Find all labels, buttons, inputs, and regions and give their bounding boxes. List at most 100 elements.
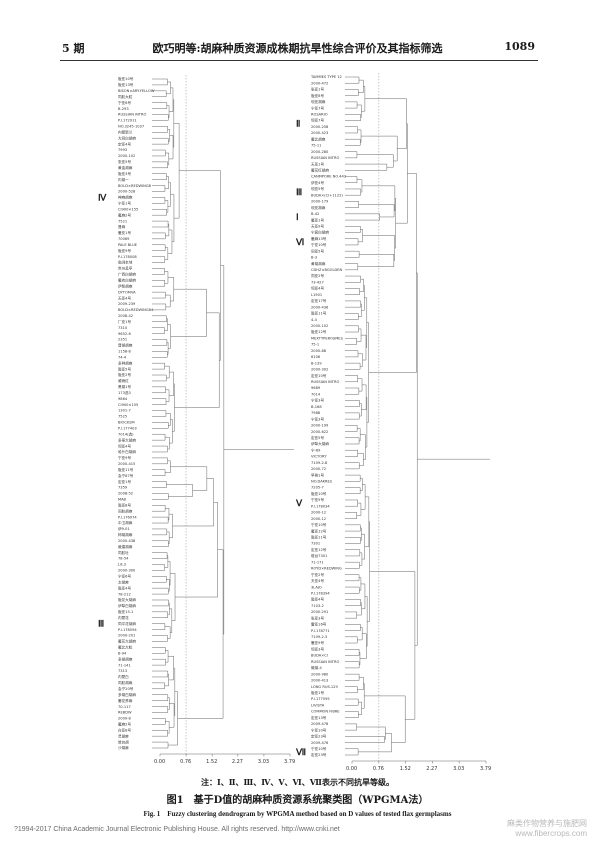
leaf-label: 2000-980 bbox=[311, 672, 329, 676]
leaf-label: 宁亚5号 bbox=[311, 497, 324, 502]
leaf-label: 定亚5号 bbox=[311, 435, 324, 440]
leaf-label: 宁亚3号 bbox=[311, 398, 324, 403]
leaf-label: 雁北胡麻 bbox=[311, 136, 326, 141]
leaf-label: 陇亚8号 bbox=[118, 502, 131, 507]
leaf-label: 会宁87号 bbox=[118, 473, 134, 478]
leaf-label: 78-212 bbox=[118, 592, 131, 596]
leaf-label: 2000-201 bbox=[118, 634, 135, 638]
leaf-label: 同平花胡麻 bbox=[118, 621, 136, 626]
leaf-label: 白亚8号 bbox=[118, 727, 131, 732]
leaf-label: TAMMES TYPE 12 bbox=[310, 75, 342, 79]
leaf-label: 陇亚12号 bbox=[311, 329, 327, 334]
leaf-label: 1301-7 bbox=[118, 409, 131, 413]
leaf-label: 陇亚9号 bbox=[118, 248, 131, 253]
leaf-label: 75-11 bbox=[311, 144, 321, 148]
leaf-label: B-139 bbox=[311, 361, 322, 365]
leaf-label: 173选3 bbox=[118, 390, 131, 395]
leaf-label: 多胡白胡麻 bbox=[118, 692, 136, 697]
leaf-label: 黄金胡麻 bbox=[118, 165, 133, 170]
leaf-label: 陇亚8号 bbox=[311, 93, 324, 98]
leaf-label: 沙胡麻 bbox=[118, 745, 129, 750]
leaf-label: 2351 bbox=[118, 338, 127, 342]
leaf-label: 天亚4号 bbox=[118, 295, 131, 300]
leaf-label: 贵州孟亭 bbox=[118, 266, 133, 271]
cluster-group-label: Ⅶ bbox=[295, 747, 306, 757]
leaf-label: 多种胡麻 bbox=[118, 360, 133, 365]
leaf-label: 同胶吐 bbox=[118, 550, 129, 555]
leaf-label: DYTOMVA bbox=[118, 290, 136, 294]
leaf-label: 多胡胡麻 bbox=[118, 656, 133, 661]
leaf-label: ROYD×REDWING bbox=[311, 567, 342, 571]
axis-tick-label: 0.00 bbox=[346, 766, 357, 772]
cluster-group-label: Ⅲ bbox=[98, 619, 104, 629]
leaf-label: 2000-179 bbox=[311, 200, 329, 204]
leaf-label: 2000-438 bbox=[118, 539, 136, 543]
leaf-label: 2000-528 bbox=[118, 190, 136, 194]
leaf-label: VICTORY bbox=[311, 455, 327, 459]
leaf-label: 同亚5号 bbox=[311, 248, 324, 253]
leaf-label: 2008-42 bbox=[118, 314, 133, 318]
cluster-group-label: Ⅲ bbox=[296, 187, 302, 197]
leaf-label: COMMON FIBRE bbox=[311, 710, 340, 714]
leaf-label: 同亚2号 bbox=[311, 273, 324, 278]
watermark: 麻类作物营养与施肥网 www.fibercrops.com bbox=[507, 819, 587, 839]
leaf-label: 2000-413 bbox=[311, 679, 328, 683]
leaf-label: 2000-280 bbox=[311, 150, 329, 154]
leaf-label: BOLD×REDWING8 bbox=[118, 184, 152, 188]
leaf-label: 宁夏白胡麻 bbox=[311, 230, 329, 235]
leaf-label: 伊犁胡麻 bbox=[118, 283, 133, 288]
cluster-group-label: Ⅴ bbox=[295, 498, 303, 508]
leaf-label: CI900×155 bbox=[118, 207, 138, 211]
leaf-label: 2009-8 bbox=[118, 717, 131, 721]
leaf-label: 大同白胡麻 bbox=[118, 135, 136, 140]
leaf-label: 伊9-01 bbox=[118, 526, 130, 531]
leaf-label: 陇亚11号 bbox=[311, 534, 327, 539]
leaf-label: 2000-12 bbox=[311, 511, 326, 515]
leaf-label: 同胶大粒 bbox=[118, 94, 133, 99]
leaf-label: 陇亚15-1 bbox=[118, 609, 133, 614]
axis-tick-label: 1.52 bbox=[400, 766, 411, 772]
cluster-group-label: Ⅰ bbox=[296, 212, 299, 222]
leaf-label: 7301 bbox=[311, 542, 320, 546]
leaf-label: 7205-7 bbox=[311, 486, 324, 490]
leaf-label: 75-1 bbox=[311, 343, 319, 347]
issue-number: 5 期 bbox=[62, 42, 85, 55]
leaf-label: 2009-478 bbox=[311, 722, 329, 726]
leaf-label: 张亚3号 bbox=[311, 615, 324, 620]
leaf-label: 2000-72 bbox=[311, 467, 326, 471]
leaf-label: 宁亚9号 bbox=[118, 455, 131, 460]
leaf-label: 2009-239 bbox=[118, 302, 136, 306]
leaf-label: 定亚10号 bbox=[311, 373, 327, 378]
leaf-label: 7525 bbox=[118, 415, 127, 419]
leaf-label: 2000-302 bbox=[311, 368, 328, 372]
leaf-label: RUSSIAN INTRO bbox=[311, 660, 339, 664]
leaf-label: P.I.178771 bbox=[311, 629, 330, 633]
leaf-label: 宁亚10号 bbox=[311, 727, 327, 732]
leaf-label: 晋麻 bbox=[118, 224, 126, 229]
leaf-label: 2000-102 bbox=[311, 324, 328, 328]
leaf-label: 天亚4号 bbox=[311, 578, 324, 583]
leaf-label: 宁亚6号 bbox=[118, 574, 131, 579]
leaf-label: 威雨红 bbox=[118, 378, 129, 383]
leaf-label: 9864 bbox=[118, 397, 128, 401]
leaf-label: CDHZ×BGOLDEN bbox=[311, 268, 343, 272]
leaf-label: 晋胡胡麻 bbox=[118, 343, 133, 348]
leaf-label: 7109-2-8 bbox=[311, 461, 328, 465]
leaf-label: 宁-69 bbox=[311, 447, 321, 452]
leaf-label: B-168 bbox=[311, 405, 322, 409]
leaf-label: PALE BLUE bbox=[118, 243, 138, 247]
leaf-label: BUDA×(CI+1122) bbox=[311, 193, 343, 197]
leaf-label: B-94 bbox=[118, 651, 127, 655]
leaf-label: 7988 bbox=[311, 411, 321, 415]
leaf-label: 定亚1号 bbox=[118, 479, 131, 484]
leaf-label: 陇亚5号 bbox=[118, 366, 131, 371]
leaf-label: 宁亚3号 bbox=[311, 416, 324, 421]
axis-tick-label: 1.52 bbox=[206, 759, 217, 765]
axis-tick-label: 3.03 bbox=[453, 766, 464, 772]
leaf-label: 78-54 bbox=[118, 557, 129, 561]
leaf-label: L1901 bbox=[311, 293, 322, 297]
figure-caption-zh: 图1 基于D值的胡麻种质资源系统聚类图（WPGMA法） bbox=[166, 795, 429, 806]
axis-tick-label: 3.03 bbox=[258, 759, 269, 765]
leaf-label: 2000-436 bbox=[311, 305, 329, 309]
leaf-label: 7993 bbox=[118, 148, 127, 152]
